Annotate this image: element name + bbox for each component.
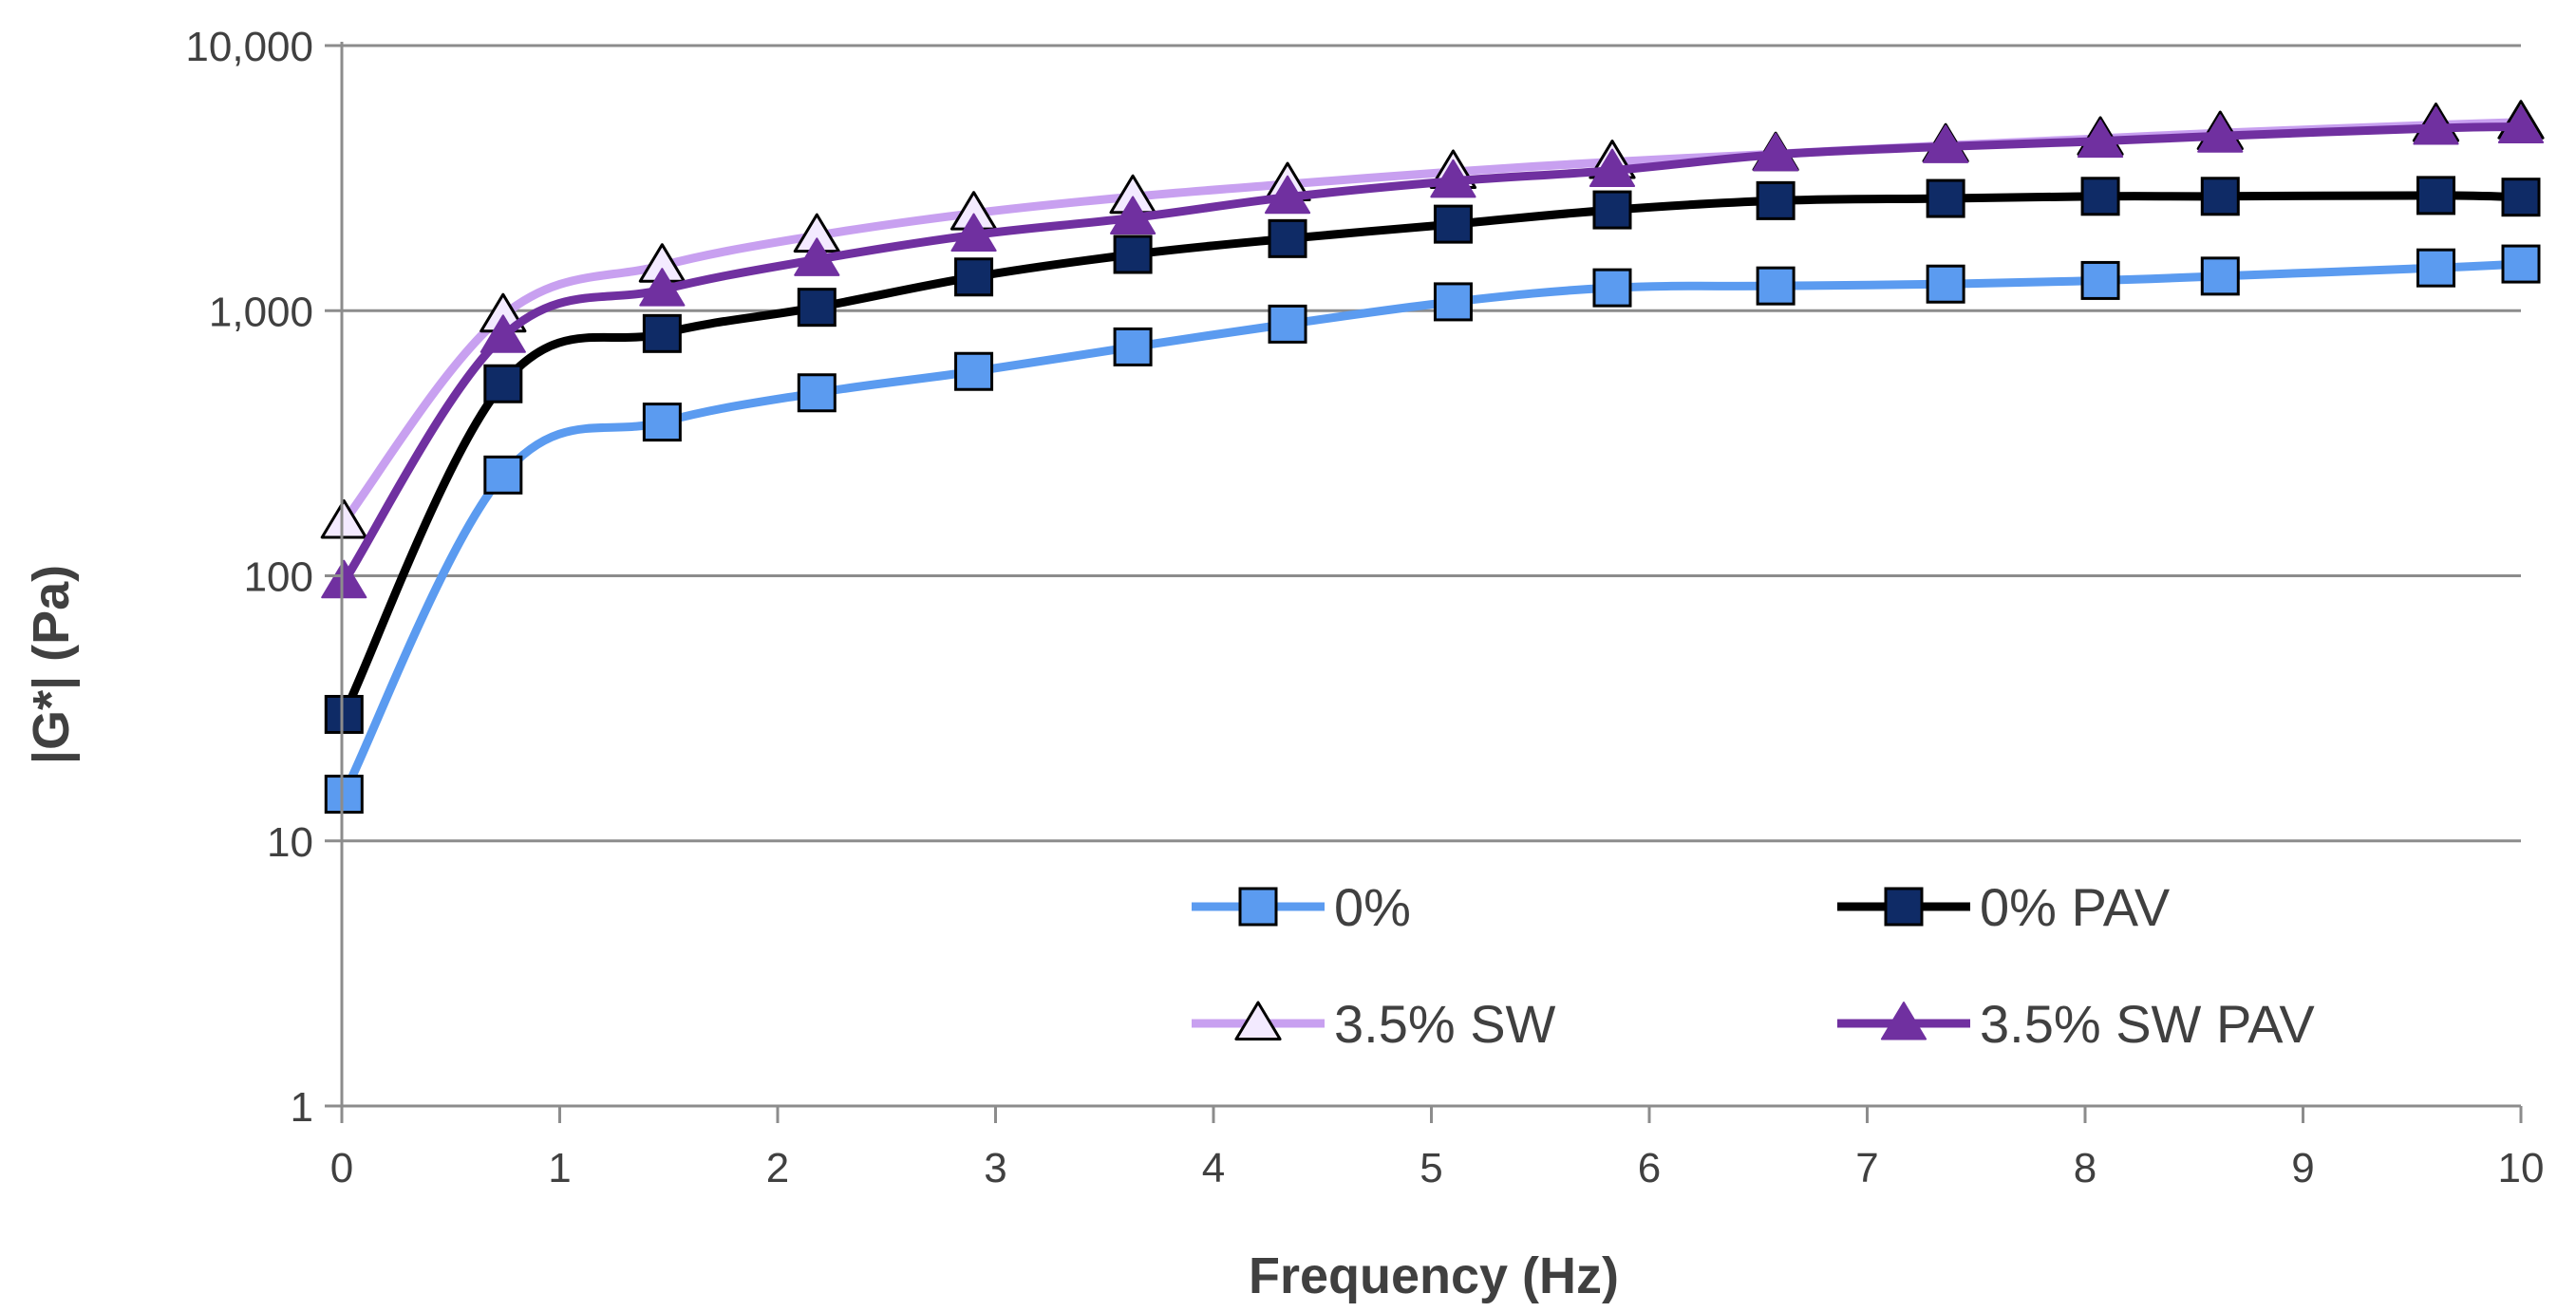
legend-entry: 3.5% SW: [1192, 994, 1556, 1054]
series-layer: [320, 100, 2545, 815]
series-3: [321, 104, 2545, 599]
data-point: [950, 213, 997, 253]
data-point: [2197, 114, 2244, 153]
data-point: [2080, 260, 2120, 300]
data-point: [324, 695, 364, 735]
y-tick-labels: 1 10 100 1,000 10,000: [185, 24, 313, 1131]
legend-marker: [1238, 887, 1278, 927]
legend-marker: [1884, 887, 1924, 927]
x-tick-label: 9: [2291, 1145, 2314, 1191]
legend-marker: [1234, 1001, 1282, 1040]
legend-label: 0% PAV: [1980, 877, 2171, 937]
x-tick-label: 4: [1202, 1145, 1225, 1191]
axes: [325, 42, 2523, 1123]
legend-label: 3.5% SW: [1334, 994, 1556, 1054]
data-point: [639, 268, 686, 307]
data-point: [1592, 190, 1632, 230]
x-tick-label: 6: [1638, 1145, 1661, 1191]
x-tick-label: 1: [548, 1145, 571, 1191]
x-tick-label: 7: [1855, 1145, 1878, 1191]
data-point: [2200, 256, 2240, 296]
data-point: [1926, 178, 1965, 218]
data-point: [797, 373, 837, 413]
legend: 0% 0% PAV 3.5% SW 3.5% SW PAV: [1192, 877, 2315, 1054]
x-tick-label: 5: [1420, 1145, 1442, 1191]
series-0: [324, 244, 2541, 815]
data-point: [1433, 204, 1473, 244]
x-tick-label: 3: [984, 1145, 1006, 1191]
data-point: [1268, 304, 1307, 344]
y-tick-label: 10: [267, 819, 313, 866]
data-point: [2501, 178, 2541, 217]
x-tick-labels: 0 1 2 3 4 5 6 7 8 9 10: [330, 1145, 2545, 1191]
data-point: [2501, 244, 2541, 284]
data-point: [2416, 248, 2455, 288]
gridlines: [342, 44, 2521, 843]
data-point: [321, 559, 367, 599]
x-tick-label: 8: [2074, 1145, 2097, 1191]
legend-entry: 0%: [1192, 877, 1411, 937]
data-point: [1926, 264, 1965, 304]
data-point: [794, 237, 840, 276]
legend-marker: [1880, 1002, 1927, 1040]
data-point: [2497, 104, 2545, 144]
x-tick-label: 2: [766, 1145, 789, 1191]
y-tick-label: 10,000: [185, 24, 313, 70]
data-point: [1430, 159, 1476, 198]
data-point: [1923, 124, 1969, 163]
data-point: [954, 257, 994, 297]
y-tick-label: 1: [291, 1084, 313, 1131]
data-point: [2413, 106, 2459, 145]
data-point: [479, 314, 526, 353]
data-point: [1113, 234, 1153, 274]
legend-label: 3.5% SW PAV: [1980, 994, 2315, 1054]
data-point: [2077, 119, 2124, 159]
y-tick-label: 1,000: [209, 289, 313, 335]
data-point: [1109, 196, 1156, 234]
data-point: [1753, 132, 1799, 172]
legend-label: 0%: [1334, 877, 1411, 937]
data-point: [797, 288, 837, 328]
data-point: [954, 351, 994, 391]
data-point: [1268, 218, 1307, 258]
x-axis-title: Frequency (Hz): [1249, 1247, 1619, 1304]
data-point: [320, 498, 367, 539]
data-point: [483, 455, 523, 495]
x-tick-label: 0: [330, 1145, 353, 1191]
data-point: [2416, 176, 2455, 216]
legend-entry: 0% PAV: [1837, 877, 2171, 937]
data-point: [324, 775, 364, 815]
data-point: [2200, 177, 2240, 216]
data-point: [1433, 282, 1473, 322]
data-point: [1592, 268, 1632, 308]
y-axis-title: |G*| (Pa): [23, 565, 81, 764]
data-point: [1756, 180, 1796, 220]
x-tick-label: 10: [2498, 1145, 2545, 1191]
legend-entry: 3.5% SW PAV: [1837, 994, 2315, 1054]
data-point: [1113, 327, 1153, 366]
data-point: [483, 364, 523, 403]
data-point: [642, 313, 682, 353]
y-tick-label: 100: [244, 554, 313, 601]
data-point: [1756, 266, 1796, 306]
series-1: [324, 176, 2541, 735]
data-point: [2080, 177, 2120, 216]
data-point: [642, 403, 682, 442]
data-point: [1264, 175, 1311, 215]
data-point: [1589, 148, 1636, 188]
